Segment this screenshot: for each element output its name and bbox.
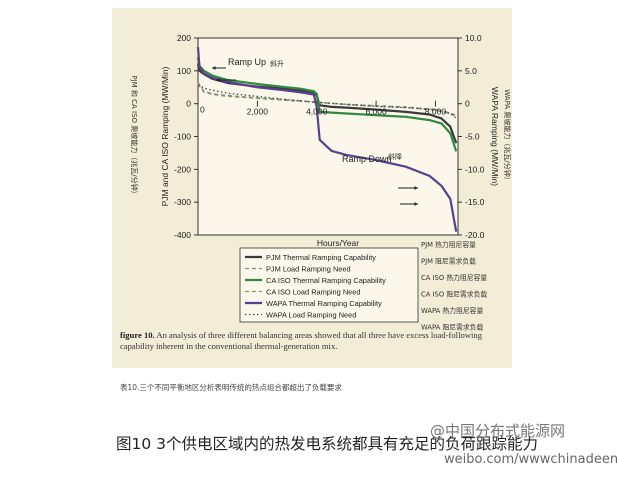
right-axis-title: WAPA Ramping (MW/Min): [490, 87, 500, 186]
left-axis-note: PJM 和 CA ISO 爬坡能力（兆瓦/分钟）: [130, 75, 139, 197]
left-tick-label: -300: [174, 197, 191, 207]
caption-label: figure 10.: [120, 330, 155, 340]
legend-label-2: CA ISO Thermal Ramping Capability: [266, 276, 386, 285]
left-tick-label: 200: [177, 33, 191, 43]
legend-label-5: WAPA Load Ramping Need: [266, 311, 356, 320]
ramp-down-arrow-head: [414, 186, 418, 190]
left-axis-title: PJM and CA ISO Ramping (MW/Min): [160, 66, 170, 206]
left-tick-label: -400: [174, 230, 191, 240]
watermark-url: weibo.com/wwwchinadeen: [444, 452, 617, 467]
ramp-up-arrow-head: [212, 66, 216, 70]
right-tick-label: -5.0: [465, 132, 480, 142]
left-tick-label: 100: [177, 66, 191, 76]
plot-area: [197, 37, 459, 236]
x-tick-label: 8,000: [425, 107, 447, 117]
legend-cn-label-5: WAPA 阻尼需求负载: [421, 323, 483, 332]
x-axis-label: Hours/Year: [317, 238, 359, 248]
legend-label-4: WAPA Thermal Ramping Capability: [266, 299, 382, 308]
series-line-4: [196, 47, 458, 232]
left-tick-label: 0: [186, 99, 191, 109]
left-tick-label: -100: [174, 132, 191, 142]
x-tick-label: 4,000: [306, 107, 328, 117]
legend-cn-label-2: CA ISO 热力阻尼容量: [421, 273, 487, 282]
right-tick-label: -20.0: [465, 230, 485, 240]
right-tick-label: 10.0: [465, 33, 482, 43]
ramp-up-arrow-2-head: [216, 78, 220, 82]
legend-cn-label-0: PJM 热力阻尼容量: [421, 240, 476, 249]
legend-cn-label-4: WAPA 热力阻尼容量: [421, 306, 483, 315]
x-tick-label: 2,000: [247, 107, 269, 117]
ramp-up-cn: 斜升: [270, 59, 284, 68]
x-tick-label: 6,000: [365, 107, 387, 117]
legend-box: [239, 247, 419, 323]
ramp-down-cn: 斜降: [388, 152, 402, 161]
watermark-handle: @中国分布式能源网: [430, 422, 566, 440]
caption-text: An analysis of three different balancing…: [120, 330, 482, 351]
legend-cn-label-3: CA ISO 阻尼需求负载: [421, 290, 487, 299]
legend-label-1: PJM Load Ramping Need: [266, 265, 351, 274]
series-line-2: [196, 57, 458, 152]
ramp-down-arrow-2-head: [414, 202, 418, 206]
x-tick-label: 0: [200, 105, 205, 115]
right-axis-note: WAPA 爬坡能力（兆瓦/分钟）: [503, 89, 512, 183]
ramp-down-label: Ramp Down: [342, 154, 392, 164]
footer-caption: 图10 3个供电区域内的热发电系统都具有充足的负荷跟踪能力: [116, 435, 539, 453]
legend-label-0: PJM Thermal Ramping Capability: [266, 253, 376, 262]
chinese-caption: 表10.三个不同平衡地区分析表明传统的热点组合都超出了负载要求: [120, 383, 342, 392]
right-tick-label: 5.0: [465, 66, 477, 76]
left-tick-label: -200: [174, 164, 191, 174]
right-tick-label: -10.0: [465, 164, 485, 174]
right-tick-label: 0: [465, 99, 470, 109]
ramp-up-label: Ramp Up: [228, 57, 266, 67]
right-tick-label: -15.0: [465, 197, 485, 207]
legend-cn-label-1: PJM 阻尼需求负载: [421, 257, 476, 266]
legend-label-3: CA ISO Load Ramping Need: [266, 288, 361, 297]
figure-caption: figure 10. An analysis of three differen…: [120, 330, 510, 352]
